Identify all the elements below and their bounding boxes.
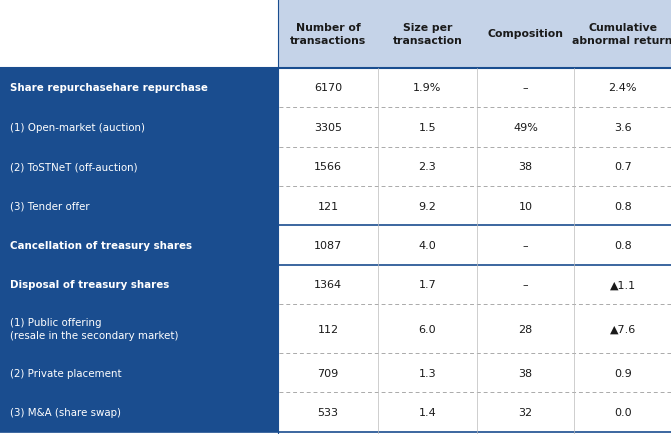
Text: 112: 112 [317, 324, 339, 334]
Text: Size per
transaction: Size per transaction [393, 23, 462, 46]
Text: 28: 28 [519, 324, 533, 334]
Text: 0.7: 0.7 [614, 162, 631, 172]
Bar [278, 353, 378, 392]
Bar [477, 187, 574, 226]
Text: 32: 32 [519, 407, 533, 417]
Text: 6170: 6170 [314, 83, 342, 93]
Bar [0, 265, 278, 304]
Bar [278, 147, 378, 187]
Text: 1.5: 1.5 [419, 122, 436, 132]
Bar [278, 0, 378, 69]
Text: 121: 121 [317, 201, 339, 211]
Bar [378, 226, 477, 265]
Bar [574, 147, 671, 187]
Text: 38: 38 [519, 162, 533, 172]
Bar [574, 108, 671, 147]
Text: 49%: 49% [513, 122, 538, 132]
Text: 0.8: 0.8 [614, 201, 631, 211]
Text: (3) Tender offer: (3) Tender offer [10, 201, 90, 211]
Bar [0, 226, 278, 265]
Bar [477, 226, 574, 265]
Text: –: – [523, 280, 529, 290]
Text: (2) Private placement: (2) Private placement [10, 368, 121, 378]
Text: 3.6: 3.6 [614, 122, 631, 132]
Bar [378, 147, 477, 187]
Text: 1.7: 1.7 [419, 280, 436, 290]
Bar [574, 265, 671, 304]
Text: 2.3: 2.3 [419, 162, 436, 172]
Bar [278, 392, 378, 432]
Bar [278, 304, 378, 353]
Bar [477, 265, 574, 304]
Bar [574, 69, 671, 108]
Text: Cumulative
abnormal return: Cumulative abnormal return [572, 23, 671, 46]
Text: (1) Open-market (auction): (1) Open-market (auction) [10, 122, 145, 132]
Text: ▲7.6: ▲7.6 [609, 324, 636, 334]
Bar [0, 187, 278, 226]
Bar [0, 147, 278, 187]
Bar [378, 353, 477, 392]
Text: Disposal of treasury shares: Disposal of treasury shares [10, 280, 169, 290]
Bar [0, 304, 278, 353]
Bar [378, 187, 477, 226]
Text: 9.2: 9.2 [419, 201, 436, 211]
Bar [477, 392, 574, 432]
Text: Composition: Composition [488, 30, 564, 39]
Text: 38: 38 [519, 368, 533, 378]
Text: (3) M&A (share swap): (3) M&A (share swap) [10, 407, 121, 417]
Text: 4.0: 4.0 [419, 240, 436, 250]
Text: 1566: 1566 [314, 162, 342, 172]
Bar [278, 187, 378, 226]
Bar [574, 304, 671, 353]
Bar [574, 392, 671, 432]
Bar [378, 265, 477, 304]
Bar [278, 69, 378, 108]
Text: 0.8: 0.8 [614, 240, 631, 250]
Text: 1.4: 1.4 [419, 407, 436, 417]
Text: 0.0: 0.0 [614, 407, 631, 417]
Text: 6.0: 6.0 [419, 324, 436, 334]
Bar [477, 0, 574, 69]
Bar [278, 108, 378, 147]
Text: 1364: 1364 [314, 280, 342, 290]
Bar [0, 353, 278, 392]
Text: Number of
transactions: Number of transactions [290, 23, 366, 46]
Bar [0, 0, 278, 69]
Bar [477, 304, 574, 353]
Bar [477, 353, 574, 392]
Text: Share repurchasehare repurchase: Share repurchasehare repurchase [10, 83, 208, 93]
Bar [378, 69, 477, 108]
Text: 2.4%: 2.4% [609, 83, 637, 93]
Bar [378, 0, 477, 69]
Bar [574, 353, 671, 392]
Bar [477, 147, 574, 187]
Text: 3305: 3305 [314, 122, 342, 132]
Bar [0, 392, 278, 432]
Text: 10: 10 [519, 201, 533, 211]
Text: 533: 533 [317, 407, 339, 417]
Bar [378, 392, 477, 432]
Text: Cancellation of treasury shares: Cancellation of treasury shares [10, 240, 192, 250]
Bar [477, 69, 574, 108]
Text: 1.3: 1.3 [419, 368, 436, 378]
Bar [378, 304, 477, 353]
Bar [378, 108, 477, 147]
Bar [0, 108, 278, 147]
Text: (1) Public offering
(resale in the secondary market): (1) Public offering (resale in the secon… [10, 318, 178, 340]
Bar [574, 0, 671, 69]
Text: (2) ToSTNeT (off-auction): (2) ToSTNeT (off-auction) [10, 162, 138, 172]
Text: 1087: 1087 [314, 240, 342, 250]
Bar [574, 187, 671, 226]
Text: ▲1.1: ▲1.1 [610, 280, 635, 290]
Text: 1.9%: 1.9% [413, 83, 442, 93]
Bar [278, 265, 378, 304]
Text: 709: 709 [317, 368, 339, 378]
Bar [278, 226, 378, 265]
Text: –: – [523, 240, 529, 250]
Text: –: – [523, 83, 529, 93]
Text: 0.9: 0.9 [614, 368, 631, 378]
Bar [477, 108, 574, 147]
Bar [574, 226, 671, 265]
Bar [0, 69, 278, 108]
